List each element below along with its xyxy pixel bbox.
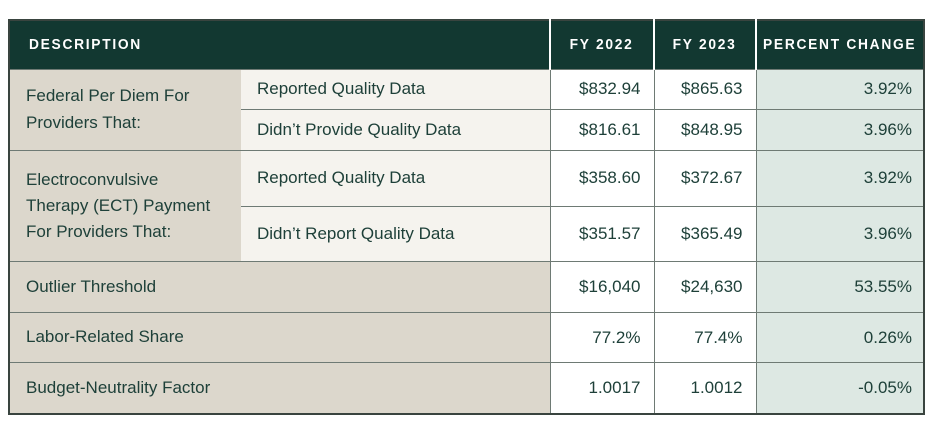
cell-description-budget-neutrality-factor: Budget-Neutrality Factor xyxy=(8,362,551,415)
cell-sublabel: Didn’t Provide Quality Data xyxy=(241,109,551,151)
table-body: Federal Per Diem For Providers That: Rep… xyxy=(8,68,925,415)
header-description-label: DESCRIPTION xyxy=(29,36,142,53)
cell-fy2023-value: $848.95 xyxy=(653,109,757,151)
cell-fy2022-value: $16,040 xyxy=(549,261,655,313)
header-fy2023: FY 2023 xyxy=(653,20,756,69)
cell-fy2023-value: $365.49 xyxy=(653,205,757,263)
cell-percent-change: 3.92% xyxy=(755,68,925,111)
cell-percent-change: 0.26% xyxy=(755,311,925,364)
cell-fy2023-value: $865.63 xyxy=(653,68,757,111)
header-percent-change-label: PERCENT CHANGE xyxy=(763,36,917,53)
cell-fy2022-value: 1.0017 xyxy=(549,362,655,415)
table-row: Labor-Related Share 77.2% 77.4% 0.26% xyxy=(8,311,925,364)
cell-description-outlier-threshold: Outlier Threshold xyxy=(8,261,551,313)
header-fy2023-label: FY 2023 xyxy=(673,36,737,53)
table-header: DESCRIPTION FY 2022 FY 2023 PERCENT CHAN… xyxy=(9,20,924,69)
cell-fy2023-value: 77.4% xyxy=(653,311,757,364)
header-description: DESCRIPTION xyxy=(9,20,550,69)
table-row: Didn’t Report Quality Data $351.57 $365.… xyxy=(9,205,925,263)
header-fy2022: FY 2022 xyxy=(549,20,654,69)
cell-sublabel: Didn’t Report Quality Data xyxy=(241,205,551,263)
table-row: Outlier Threshold $16,040 $24,630 53.55% xyxy=(8,261,925,313)
header-percent-change: PERCENT CHANGE xyxy=(755,20,924,69)
cell-percent-change: 3.96% xyxy=(755,205,925,263)
table-row: Budget-Neutrality Factor 1.0017 1.0012 -… xyxy=(8,362,925,415)
cell-fy2023-value: 1.0012 xyxy=(653,362,757,415)
cell-fy2023-value: $372.67 xyxy=(653,149,757,207)
cell-percent-change: -0.05% xyxy=(755,362,925,415)
cell-description-federal-per-diem: Federal Per Diem For Providers That: xyxy=(8,68,241,151)
cell-description-labor-related-share: Labor-Related Share xyxy=(8,311,551,364)
header-row: DESCRIPTION FY 2022 FY 2023 PERCENT CHAN… xyxy=(9,20,924,69)
cell-fy2022-value: $832.94 xyxy=(549,68,655,111)
header-fy2022-label: FY 2022 xyxy=(570,36,634,53)
cell-fy2022-value: 77.2% xyxy=(549,311,655,364)
cell-fy2022-value: $358.60 xyxy=(549,149,655,207)
cell-sublabel: Reported Quality Data xyxy=(241,68,551,111)
table-row: Electroconvulsive Therapy (ECT) Payment … xyxy=(8,149,925,263)
table-row: Federal Per Diem For Providers That: Rep… xyxy=(8,68,925,151)
payment-rates-table: DESCRIPTION FY 2022 FY 2023 PERCENT CHAN… xyxy=(8,19,925,415)
cell-sublabel: Reported Quality Data xyxy=(241,149,551,207)
cell-fy2023-value: $24,630 xyxy=(653,261,757,313)
cell-percent-change: 3.96% xyxy=(755,109,925,151)
cell-percent-change: 53.55% xyxy=(755,261,925,313)
cell-description-ect-payment: Electroconvulsive Therapy (ECT) Payment … xyxy=(8,149,241,263)
cell-percent-change: 3.92% xyxy=(755,149,925,207)
cell-fy2022-value: $351.57 xyxy=(549,205,655,263)
cell-fy2022-value: $816.61 xyxy=(549,109,655,151)
